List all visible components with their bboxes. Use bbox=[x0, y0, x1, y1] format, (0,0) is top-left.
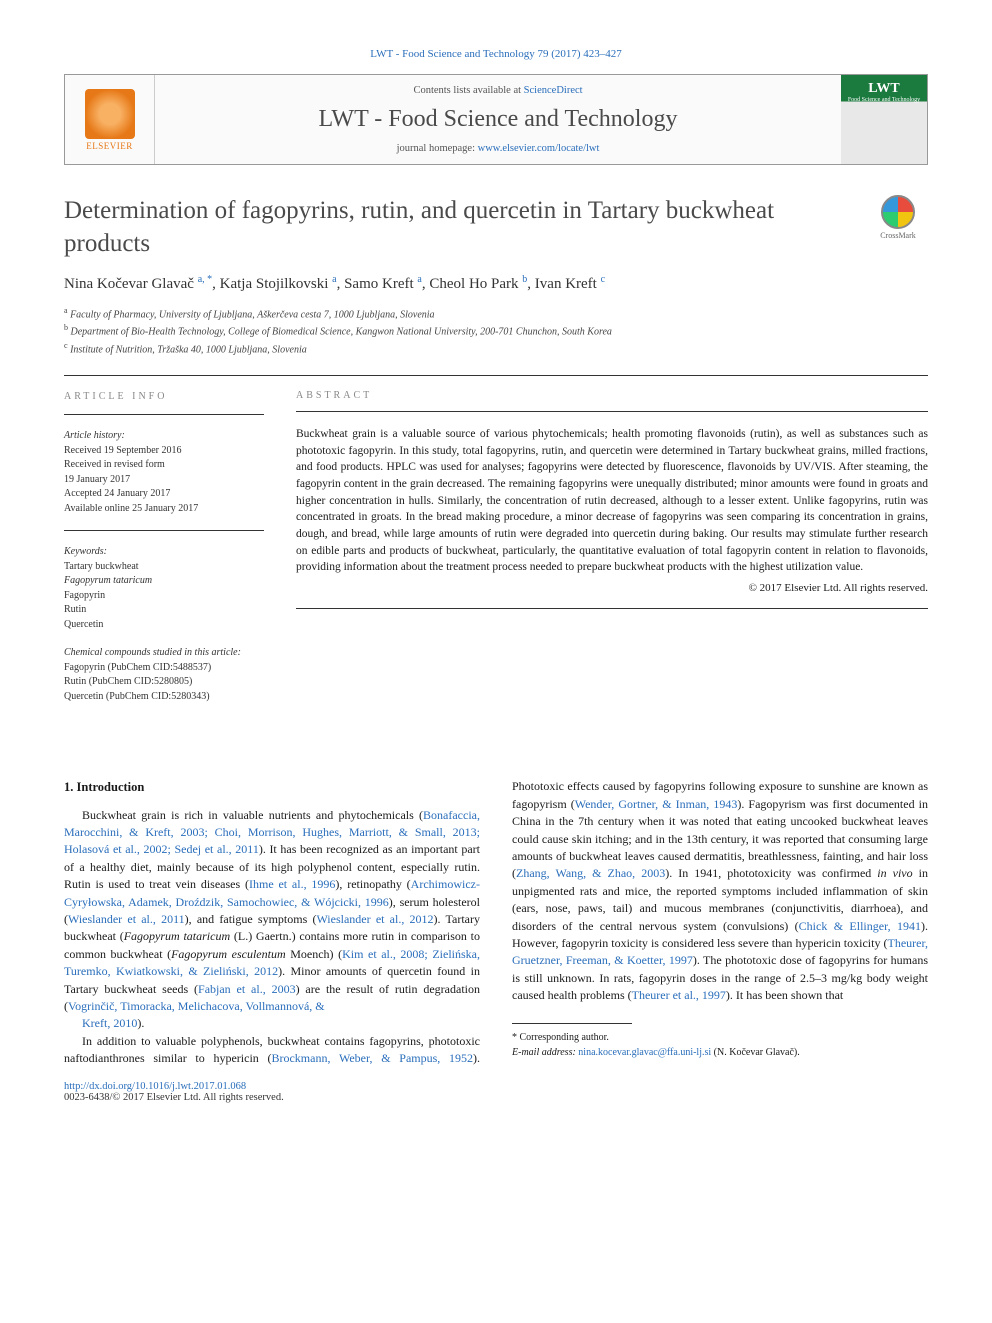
journal-homepage: journal homepage: www.elsevier.com/locat… bbox=[163, 143, 833, 154]
email-link[interactable]: nina.kocevar.glavac@ffa.uni-lj.si bbox=[578, 1047, 711, 1058]
history-line: Accepted 24 January 2017 bbox=[64, 487, 264, 502]
article-info-column: article info Article history: Received 1… bbox=[64, 390, 264, 719]
contents-prefix: Contents lists available at bbox=[413, 85, 523, 96]
affiliations: a Faculty of Pharmacy, University of Lju… bbox=[64, 305, 928, 357]
elsevier-tree-icon bbox=[85, 89, 135, 139]
journal-header: ELSEVIER Contents lists available at Sci… bbox=[64, 74, 928, 165]
email-label: E-mail address: bbox=[512, 1047, 578, 1058]
divider bbox=[64, 414, 264, 415]
cover-subtitle: Food Science and Technology bbox=[848, 97, 920, 103]
divider bbox=[296, 411, 928, 412]
body-text: 1. Introduction Buckwheat grain is rich … bbox=[64, 778, 928, 1067]
journal-cover-thumbnail: LWT Food Science and Technology bbox=[841, 75, 927, 164]
history-line: 19 January 2017 bbox=[64, 473, 264, 488]
aff-sup: a bbox=[64, 306, 68, 315]
aff-sup: c bbox=[64, 341, 68, 350]
history-line: Received 19 September 2016 bbox=[64, 444, 264, 459]
affiliation-b: b Department of Bio-Health Technology, C… bbox=[64, 322, 928, 339]
doi-link[interactable]: http://dx.doi.org/10.1016/j.lwt.2017.01.… bbox=[64, 1081, 246, 1092]
abstract-text: Buckwheat grain is a valuable source of … bbox=[296, 426, 928, 576]
corresponding-author: * Corresponding author. E-mail address: … bbox=[512, 1030, 928, 1060]
abstract-heading: abstract bbox=[296, 390, 928, 401]
corr-label: * Corresponding author. bbox=[512, 1030, 928, 1045]
keyword: Tartary buckwheat bbox=[64, 560, 264, 575]
history-line: Received in revised form bbox=[64, 458, 264, 473]
compound: Fagopyrin (PubChem CID:5488537) bbox=[64, 661, 264, 676]
divider bbox=[296, 608, 928, 609]
keywords-block: Keywords: Tartary buckwheat Fagopyrum ta… bbox=[64, 545, 264, 632]
footnote-divider bbox=[512, 1023, 632, 1024]
issn-copyright: 0023-6438/© 2017 Elsevier Ltd. All right… bbox=[64, 1092, 928, 1103]
doi-line: http://dx.doi.org/10.1016/j.lwt.2017.01.… bbox=[64, 1081, 928, 1092]
keyword: Rutin bbox=[64, 603, 264, 618]
keyword: Quercetin bbox=[64, 618, 264, 633]
divider bbox=[64, 530, 264, 531]
article-title: Determination of fagopyrins, rutin, and … bbox=[64, 195, 856, 260]
keyword: Fagopyrin bbox=[64, 589, 264, 604]
crossmark-widget[interactable]: CrossMark bbox=[868, 195, 928, 240]
compounds-block: Chemical compounds studied in this artic… bbox=[64, 646, 264, 704]
compound: Rutin (PubChem CID:5280805) bbox=[64, 675, 264, 690]
homepage-prefix: journal homepage: bbox=[397, 143, 478, 154]
contents-available: Contents lists available at ScienceDirec… bbox=[163, 85, 833, 96]
publisher-name: ELSEVIER bbox=[86, 141, 133, 151]
article-info-heading: article info bbox=[64, 390, 264, 405]
compounds-label: Chemical compounds studied in this artic… bbox=[64, 646, 264, 661]
crossmark-icon bbox=[881, 195, 915, 229]
journal-name: LWT - Food Science and Technology bbox=[163, 106, 833, 133]
history-line: Available online 25 January 2017 bbox=[64, 502, 264, 517]
aff-sup: b bbox=[64, 323, 68, 332]
abstract-column: abstract Buckwheat grain is a valuable s… bbox=[296, 390, 928, 719]
journal-reference: LWT - Food Science and Technology 79 (20… bbox=[64, 48, 928, 60]
copyright-line: © 2017 Elsevier Ltd. All rights reserved… bbox=[296, 582, 928, 594]
section-heading: 1. Introduction bbox=[64, 778, 480, 796]
affiliation-c: c Institute of Nutrition, Tržaška 40, 10… bbox=[64, 340, 928, 357]
divider bbox=[64, 375, 928, 376]
crossmark-label: CrossMark bbox=[868, 231, 928, 240]
author-list: Nina Kočevar Glavač a, *, Katja Stojilko… bbox=[64, 274, 928, 293]
header-center: Contents lists available at ScienceDirec… bbox=[155, 75, 841, 164]
keywords-label: Keywords: bbox=[64, 545, 264, 560]
affiliation-a: a Faculty of Pharmacy, University of Lju… bbox=[64, 305, 928, 322]
publisher-logo: ELSEVIER bbox=[65, 75, 155, 164]
cover-abbr: LWT bbox=[868, 81, 899, 97]
sciencedirect-link[interactable]: ScienceDirect bbox=[524, 85, 583, 96]
aff-text: Institute of Nutrition, Tržaška 40, 1000… bbox=[70, 344, 307, 355]
homepage-link[interactable]: www.elsevier.com/locate/lwt bbox=[478, 143, 600, 154]
aff-text: Faculty of Pharmacy, University of Ljubl… bbox=[70, 309, 434, 320]
history-label: Article history: bbox=[64, 429, 264, 444]
article-history: Article history: Received 19 September 2… bbox=[64, 429, 264, 516]
aff-text: Department of Bio-Health Technology, Col… bbox=[71, 327, 612, 338]
compound: Quercetin (PubChem CID:5280343) bbox=[64, 690, 264, 705]
email-suffix: (N. Kočevar Glavač). bbox=[711, 1047, 800, 1058]
keyword: Fagopyrum tataricum bbox=[64, 574, 264, 589]
body-paragraph: Buckwheat grain is rich in valuable nutr… bbox=[64, 807, 480, 1016]
